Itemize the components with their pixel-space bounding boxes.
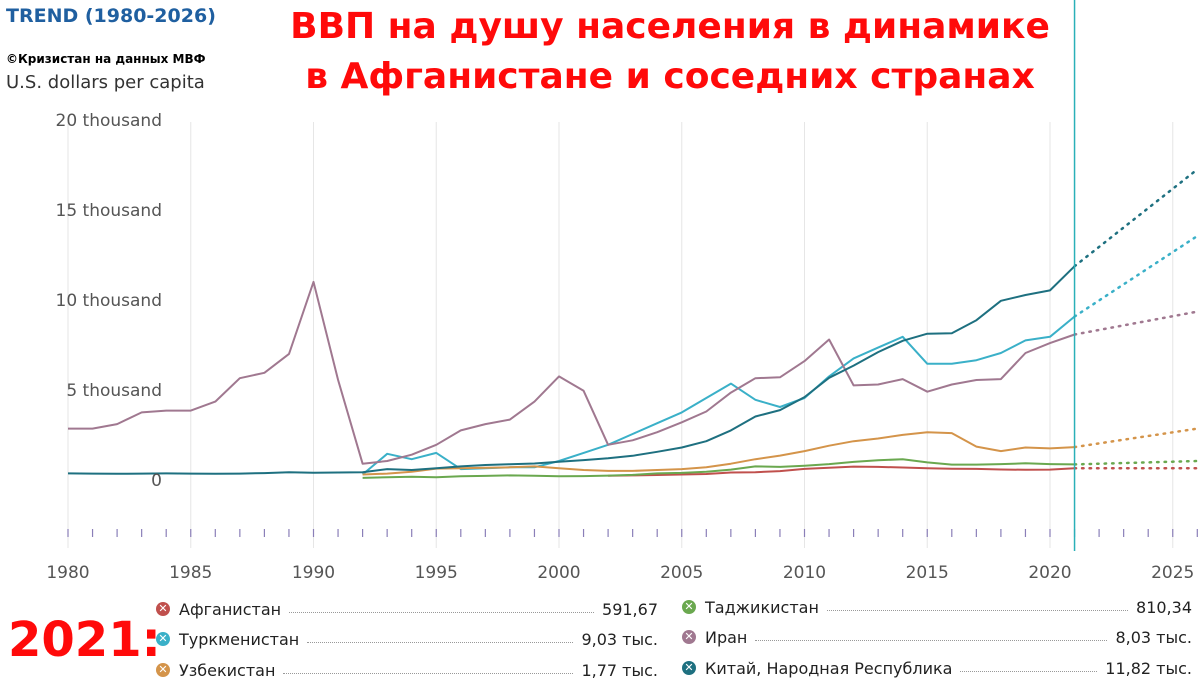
credit-label: ©Кризистан на данных МВФ [6,52,206,66]
x-tick-label: 1995 [415,563,458,583]
legend-leader-dots [307,641,574,643]
x-tick-label: 1990 [292,563,335,583]
legend-series-name: Узбекистан [179,660,276,680]
x-tick-label: 2025 [1151,563,1194,583]
legend-year-label: 2021: [8,612,161,668]
legend-item-iran[interactable]: ✕ Иран 8,03 тыс. [682,625,1192,649]
x-tick-label: 2015 [906,563,949,583]
chart-title-line2: в Афганистане и соседних странах [305,56,1035,97]
axis-layer: 1980 1985 1990 1995 2000 2005 2010 2015 2020 2025… [46,0,1198,583]
legend-series-value: 810,34 [1136,597,1192,617]
legend-series-value: 8,03 тыс. [1115,627,1192,647]
legend-leader-dots [289,611,595,613]
legend-item-uzbekistan[interactable]: ✕ Узбекистан 1,77 тыс. [156,658,658,682]
legend-series-name: Таджикистан [705,597,819,617]
remove-series-icon[interactable]: ✕ [156,632,170,646]
x-tick-label: 2010 [783,563,826,583]
series-forecast-line [1073,168,1199,268]
remove-series-icon[interactable]: ✕ [682,600,696,614]
y-tick-label: 5 thousand [66,381,162,401]
legend-leader-dots [826,609,1129,611]
legend-series-name: Иран [705,627,748,647]
trend-label: TREND (1980-2026) [6,5,216,27]
unit-label: U.S. dollars per capita [6,72,205,93]
remove-series-icon[interactable]: ✕ [156,602,170,616]
legend-series-value: 9,03 тыс. [581,629,658,649]
legend-item-china[interactable]: ✕ Китай, Народная Республика 11,82 тыс. [682,656,1192,680]
remove-series-icon[interactable]: ✕ [682,661,696,675]
series-layer [67,168,1199,479]
series-forecast-line [1073,310,1199,336]
series-line [68,280,1075,465]
grid-layer [67,122,1174,548]
legend-item-afghanistan[interactable]: ✕ Афганистан 591,67 [156,597,658,621]
y-tick-label: 0 [151,471,162,491]
series-forecast-line [1073,427,1199,449]
series-line [67,265,1076,475]
series-forecast-line [1073,234,1199,318]
legend-series-name: Туркменистан [179,629,300,649]
series-line [361,315,1076,476]
legend-series-value: 11,82 тыс. [1105,658,1192,678]
series-line [362,458,1075,479]
legend-series-value: 1,77 тыс. [581,660,658,680]
remove-series-icon[interactable]: ✕ [156,663,170,677]
chart-title-line1: ВВП на душу населения в динамике [290,6,1050,47]
legend-series-name: Китай, Народная Республика [705,658,953,678]
x-tick-label: 1980 [46,563,89,583]
x-tick-label: 2005 [660,563,703,583]
y-tick-label: 20 thousand [56,111,163,131]
series-line [608,465,1075,477]
legend-series-value: 591,67 [602,599,658,619]
legend-leader-dots [283,672,574,674]
legend-item-tajikistan[interactable]: ✕ Таджикистан 810,34 [682,595,1192,619]
x-tick-label: 1985 [169,563,212,583]
y-tick-label: 15 thousand [56,201,163,221]
y-tick-label: 10 thousand [56,291,163,311]
series-forecast-line [1073,459,1199,466]
legend-leader-dots [960,670,1098,672]
legend-item-turkmenistan[interactable]: ✕ Туркменистан 9,03 тыс. [156,627,658,651]
remove-series-icon[interactable]: ✕ [682,630,696,644]
chart-title: ВВП на душу населения в динамике в Афган… [250,2,1090,102]
x-tick-label: 2020 [1028,563,1071,583]
x-tick-label: 2000 [537,563,580,583]
legend-series-name: Афганистан [179,599,282,619]
legend-leader-dots [755,639,1108,641]
series-line [362,431,1075,476]
